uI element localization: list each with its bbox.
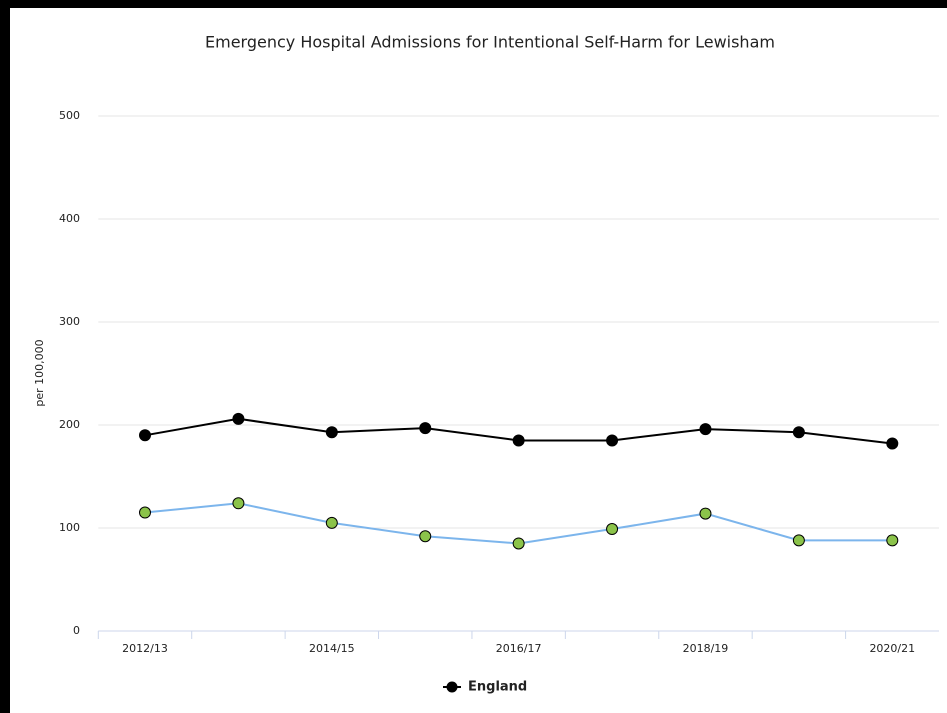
legend-label: England xyxy=(468,680,527,695)
x-tick-label: 2014/15 xyxy=(309,642,355,655)
data-point xyxy=(606,523,619,536)
data-point xyxy=(699,507,712,520)
data-point xyxy=(232,412,245,425)
data-point xyxy=(232,497,245,510)
y-tick-label: 300 xyxy=(59,315,80,328)
x-tick-label: 2018/19 xyxy=(683,642,729,655)
x-tick-label: 2016/17 xyxy=(496,642,542,655)
data-point xyxy=(792,426,805,439)
data-point xyxy=(325,516,338,529)
data-point xyxy=(512,434,525,447)
data-point xyxy=(886,437,899,450)
y-tick-label: 400 xyxy=(59,212,80,225)
data-point xyxy=(419,530,432,543)
data-point xyxy=(792,534,805,547)
data-point xyxy=(325,426,338,439)
chart-title: Emergency Hospital Admissions for Intent… xyxy=(205,33,775,52)
x-tick-label: 2020/21 xyxy=(869,642,915,655)
data-point xyxy=(512,537,525,550)
data-point xyxy=(606,434,619,447)
data-point xyxy=(886,534,899,547)
frame-left xyxy=(0,0,10,713)
data-point xyxy=(139,429,152,442)
legend-marker xyxy=(446,681,458,693)
y-axis-label: per 100,000 xyxy=(33,339,46,406)
y-tick-label: 0 xyxy=(73,624,80,637)
y-tick-label: 100 xyxy=(59,521,80,534)
x-tick-label: 2012/13 xyxy=(122,642,168,655)
data-point xyxy=(139,506,152,519)
frame-top xyxy=(0,0,947,8)
y-tick-label: 500 xyxy=(59,109,80,122)
data-point xyxy=(699,423,712,436)
y-tick-label: 200 xyxy=(59,418,80,431)
data-point xyxy=(419,422,432,435)
